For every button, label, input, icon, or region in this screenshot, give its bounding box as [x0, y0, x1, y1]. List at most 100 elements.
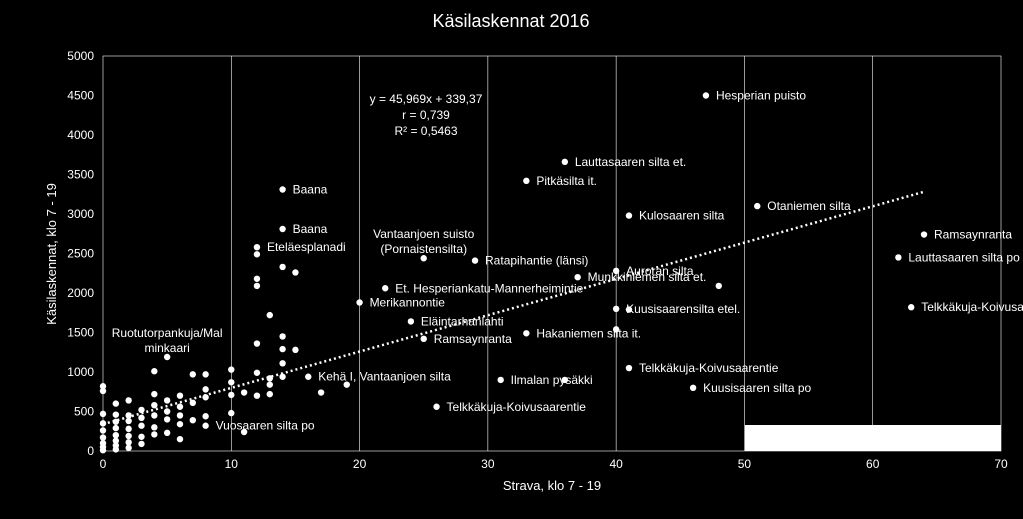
data-point	[163, 397, 171, 404]
data-point	[523, 177, 530, 185]
point-label: Ramsaynranta	[934, 228, 1012, 242]
point-label: Telkkäkuja-Koivusaarentie	[447, 400, 587, 414]
x-tick-label: 10	[225, 457, 239, 471]
data-point	[471, 257, 479, 264]
data-point	[612, 267, 620, 275]
data-point	[305, 373, 312, 380]
annotation-line: R² = 0,5463	[394, 124, 457, 138]
data-point	[253, 275, 261, 282]
data-point	[279, 186, 286, 193]
point-label: Kulosaaren silta	[639, 209, 725, 223]
y-axis-ticks: 0 500 1000 1500 2000 2500 3000 3500 4000 4500 5000	[67, 49, 94, 458]
data-point	[754, 202, 761, 210]
point-label: Otaniemen silta	[767, 199, 851, 213]
data-point	[279, 263, 286, 271]
data-point	[163, 353, 171, 361]
y-tick-label: 1500	[67, 326, 94, 340]
y-tick-label: 4500	[67, 89, 94, 103]
data-point	[189, 371, 196, 378]
point-labels: Hesperian puisto Lauttasaaren silta et. Pi…	[112, 89, 1023, 433]
data-point	[163, 416, 171, 423]
data-point	[228, 379, 235, 386]
x-tick-label: 60	[866, 457, 880, 471]
y-tick-label: 0	[87, 444, 94, 458]
data-point	[112, 437, 120, 444]
data-point	[202, 386, 209, 393]
data-point	[112, 446, 120, 453]
point-label: Telkkäkuja-Koivusaarentie	[921, 300, 1023, 314]
y-tick-label: 3500	[67, 168, 94, 182]
data-point	[266, 311, 273, 319]
data-point	[125, 412, 132, 419]
data-point	[561, 158, 569, 166]
data-point	[112, 424, 120, 432]
data-point	[625, 306, 633, 313]
data-point	[125, 444, 132, 452]
point-label: Eteläesplanadi	[267, 240, 346, 254]
data-point	[279, 360, 286, 367]
data-point	[612, 305, 620, 312]
data-point	[112, 411, 120, 418]
data-point	[715, 282, 722, 290]
y-tick-label: 500	[74, 405, 94, 419]
data-point	[356, 299, 363, 306]
data-point	[702, 92, 710, 99]
data-point	[895, 254, 902, 261]
regression-annotation: y = 45,969x + 339,37 r = 0,739 R² = 0,5463	[370, 92, 483, 138]
x-tick-label: 40	[609, 457, 623, 471]
point-label: Kuusisaarensilta etel.	[626, 302, 740, 316]
data-points	[99, 92, 928, 454]
data-point	[151, 368, 158, 375]
data-point	[574, 274, 581, 281]
point-label: Auroran silta	[626, 264, 694, 278]
data-point	[253, 340, 261, 347]
point-label: Vantaanjoen suisto (Pornaistensilta)	[373, 227, 475, 256]
point-label: Ilmalan pysäkki	[511, 373, 593, 387]
data-point	[612, 326, 620, 333]
point-label: Ratapihantie (länsi)	[485, 254, 588, 268]
data-point	[253, 251, 261, 258]
data-point	[99, 383, 107, 390]
data-point	[112, 418, 120, 425]
data-point	[176, 435, 184, 443]
data-point	[561, 376, 569, 384]
x-tick-label: 50	[738, 457, 752, 471]
y-tick-label: 2000	[67, 286, 94, 300]
point-label: Lauttasaaren silta po	[908, 250, 1020, 264]
y-tick-label: 3000	[67, 207, 94, 221]
data-point	[125, 432, 132, 440]
y-tick-label: 1000	[67, 365, 94, 379]
point-label: Hakaniemen silta it.	[536, 326, 641, 340]
x-axis-title: Strava, klo 7 - 19	[503, 478, 601, 493]
data-point	[176, 412, 184, 419]
point-label: Telkkäkuja-Koivusaarentie	[639, 361, 779, 375]
data-point	[292, 269, 299, 276]
data-point	[343, 381, 350, 388]
x-tick-label: 70	[994, 457, 1008, 471]
data-point	[151, 424, 158, 431]
data-point	[625, 212, 633, 219]
data-point	[228, 366, 235, 373]
x-tick-label: 0	[100, 457, 107, 471]
data-point	[189, 399, 196, 407]
annotation-line: r = 0,739	[402, 108, 450, 122]
data-point	[382, 285, 389, 292]
data-point	[125, 425, 132, 433]
data-point	[125, 397, 132, 404]
point-label: Vuosaaren silta po	[216, 419, 315, 433]
point-label: Kuusisaaren silta po	[703, 381, 811, 395]
point-label: Et. Hesperiankatu-Mannerheimintie	[395, 281, 583, 295]
data-point	[151, 431, 158, 438]
point-label: Kehä I, Vantaanjoen silta	[318, 370, 451, 384]
data-point	[99, 447, 107, 454]
data-point	[125, 417, 132, 425]
data-point	[176, 403, 184, 410]
data-point	[420, 335, 427, 343]
x-axis-ticks: 0 10 20 30 40 50 60 70	[100, 457, 1008, 471]
data-point	[138, 422, 145, 429]
data-point	[138, 440, 145, 448]
point-label: Pitkäsilta it.	[536, 174, 597, 188]
data-point	[99, 410, 107, 418]
data-point	[689, 384, 697, 391]
